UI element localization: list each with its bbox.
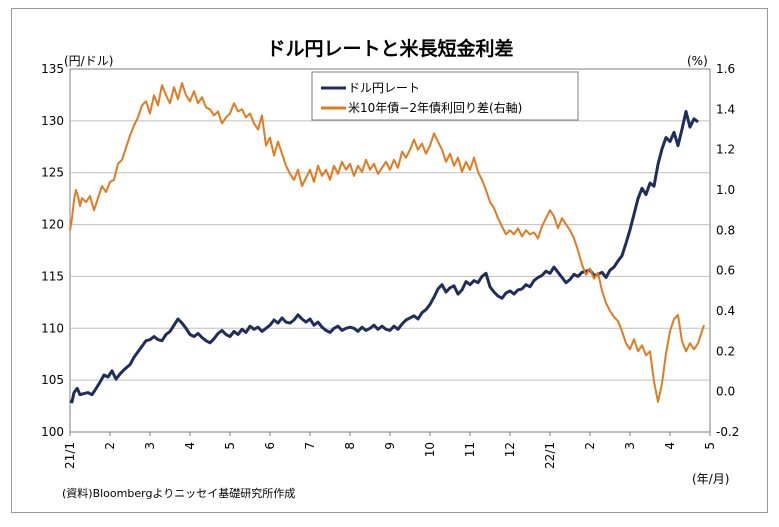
- x-tick-label: 9: [383, 442, 397, 450]
- left-axis-ticks: 100 105 110 115 120 125 130 135: [41, 62, 64, 439]
- legend-label-spread: 米10年債−2年債利回り差(右軸): [348, 100, 522, 115]
- x-tick-label: 3: [623, 442, 637, 450]
- right-tick-label: 0.0: [716, 385, 735, 399]
- x-tick-label: 10: [423, 442, 437, 457]
- x-tick-label: 22/1: [543, 442, 557, 469]
- series-line-usdjpy: [69, 110, 699, 404]
- right-tick-label: -0.2: [716, 425, 739, 439]
- source-note: (資料)Bloombergよりニッセイ基礎研究所作成: [62, 486, 295, 500]
- right-tick-label: 0.6: [716, 264, 735, 278]
- left-tick-label: 130: [41, 114, 64, 128]
- left-tick-label: 100: [41, 425, 64, 439]
- right-tick-label: 0.8: [716, 223, 735, 237]
- chart-frame: ドル円レートと米長短金利差 (円/ドル) (%) 100 105 110 115 120…: [11, 8, 768, 513]
- right-tick-label: 1.0: [716, 183, 735, 197]
- left-tick-label: 120: [41, 218, 64, 232]
- left-tick-label: 110: [41, 321, 64, 335]
- x-tick-label: 3: [143, 442, 157, 450]
- x-axis-unit: (年/月): [692, 472, 729, 486]
- right-tick-label: 0.2: [716, 344, 735, 358]
- x-tick-label: 4: [183, 442, 197, 450]
- left-tick-label: 115: [41, 269, 64, 283]
- plot-area: [69, 68, 711, 433]
- right-axis-unit: (%): [687, 54, 708, 68]
- left-tick-label: 125: [41, 166, 64, 180]
- right-tick-label: 1.6: [716, 62, 735, 76]
- legend-box: [311, 71, 579, 121]
- x-tick-label: 5: [703, 442, 717, 450]
- left-tick-label: 135: [41, 62, 64, 76]
- gridlines: [70, 120, 710, 381]
- x-tick-label: 5: [223, 442, 237, 450]
- x-tick-label: 2: [583, 442, 597, 450]
- series-line-spread: [69, 82, 705, 403]
- series-layer: [69, 82, 705, 404]
- right-tick-label: 1.4: [716, 102, 735, 116]
- x-tick-label: 6: [263, 442, 277, 450]
- left-tick-label: 105: [41, 373, 64, 387]
- x-tick-label: 4: [663, 442, 677, 450]
- x-tick-label: 11: [463, 442, 477, 457]
- x-tick-label: 7: [303, 442, 317, 450]
- chart-canvas: ドル円レートと米長短金利差 (円/ドル) (%) 100105110115120…: [41, 37, 739, 500]
- right-tick-label: 1.2: [716, 143, 735, 157]
- x-tick-label: 21/1: [63, 442, 77, 469]
- x-axis-ticks: 21/1 2 3 4 5 6 7 8 9 10 11 12 22/1 2 3 4 5: [63, 432, 717, 469]
- chart-title: ドル円レートと米長短金利差: [266, 37, 513, 60]
- x-tick-label: 12: [503, 442, 517, 457]
- legend: ドル円レート 米10年債−2年債利回り差(右軸): [311, 71, 579, 121]
- right-axis-ticks: -0.2 0.0 0.2 0.4 0.6 0.8 1.0 1.2 1.4 1.6: [716, 62, 739, 439]
- left-axis-unit: (円/ドル): [64, 54, 113, 68]
- x-tick-label: 2: [103, 442, 117, 450]
- x-tick-label: 8: [343, 442, 357, 450]
- right-tick-label: 0.4: [716, 304, 735, 318]
- legend-label-usdjpy: ドル円レート: [348, 81, 420, 95]
